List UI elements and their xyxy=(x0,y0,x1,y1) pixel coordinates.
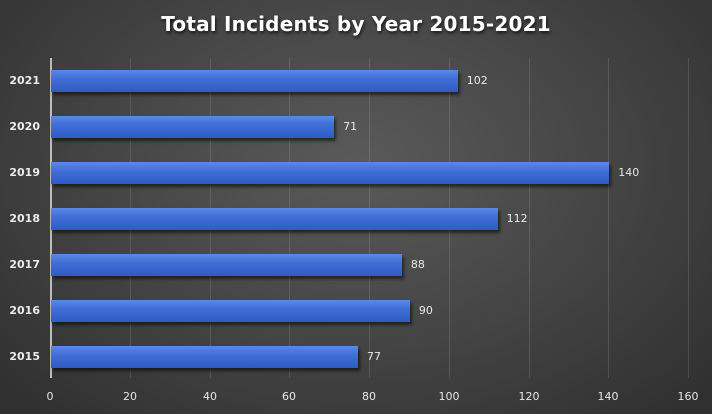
x-tick-label: 160 xyxy=(677,390,699,403)
x-tick-label: 80 xyxy=(362,390,376,403)
chart-title: Total Incidents by Year 2015-2021 xyxy=(161,12,551,36)
gridline-120 xyxy=(529,58,530,378)
x-tick-label: 120 xyxy=(518,390,540,403)
bar-2016 xyxy=(51,300,410,322)
x-tick-label: 0 xyxy=(46,390,54,403)
data-label: 77 xyxy=(367,350,382,363)
y-tick-label: 2019 xyxy=(9,166,40,179)
data-label: 102 xyxy=(466,74,488,87)
y-tick-label: 2018 xyxy=(9,212,40,225)
data-label: 140 xyxy=(618,166,640,179)
bar-2018 xyxy=(51,208,498,230)
bar-2017 xyxy=(51,254,402,276)
data-label: 112 xyxy=(506,212,528,225)
data-label: 71 xyxy=(343,120,358,133)
y-tick-label: 2016 xyxy=(9,304,40,317)
x-tick-label: 100 xyxy=(438,390,460,403)
x-tick-label: 140 xyxy=(597,390,619,403)
data-label: 90 xyxy=(418,304,433,317)
x-tick-label: 20 xyxy=(123,390,137,403)
bar-2020 xyxy=(51,116,335,138)
y-tick-label: 2015 xyxy=(9,350,40,363)
gridline-140 xyxy=(608,58,609,378)
x-tick-label: 60 xyxy=(282,390,296,403)
gridline-160 xyxy=(688,58,689,378)
data-label: 88 xyxy=(410,258,425,271)
x-tick-label: 40 xyxy=(203,390,217,403)
bar-2021 xyxy=(51,70,458,92)
y-tick-label: 2017 xyxy=(9,258,40,271)
bar-2019 xyxy=(51,162,610,184)
y-tick-label: 2020 xyxy=(9,120,40,133)
y-tick-label: 2021 xyxy=(9,74,40,87)
bar-2015 xyxy=(51,346,359,368)
